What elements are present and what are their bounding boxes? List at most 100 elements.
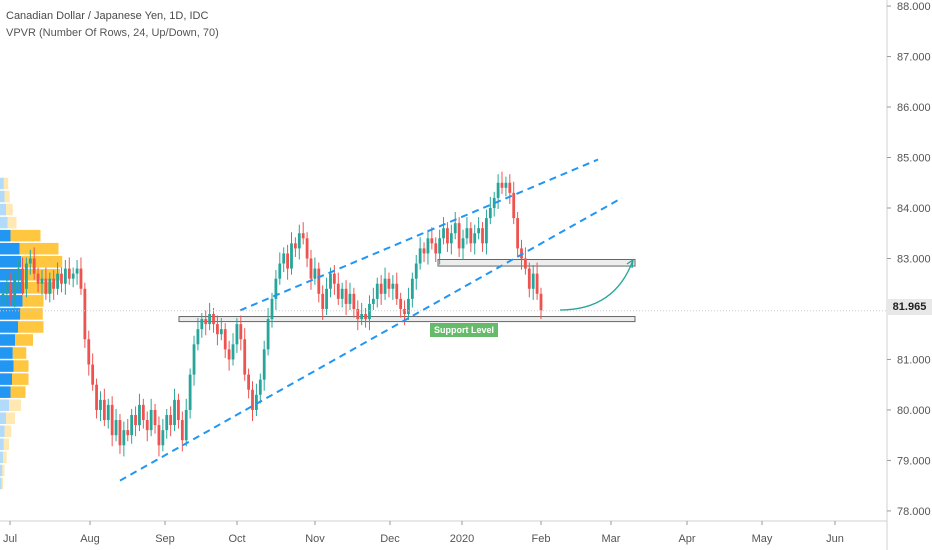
candle-down bbox=[32, 258, 36, 274]
candle-up bbox=[17, 268, 20, 279]
vp-up-bar bbox=[0, 438, 4, 451]
candle-up bbox=[161, 430, 165, 446]
candle-down bbox=[434, 243, 438, 254]
candle-down bbox=[212, 314, 215, 325]
candle-down bbox=[169, 414, 173, 426]
candle-down bbox=[134, 414, 137, 426]
candle-down bbox=[126, 430, 130, 436]
candle-down bbox=[60, 273, 63, 284]
vp-up-bar bbox=[0, 412, 6, 425]
candle-down bbox=[102, 399, 106, 421]
support-level-label: Support Level bbox=[430, 323, 499, 337]
vp-up-bar bbox=[0, 255, 21, 268]
candle-up bbox=[485, 218, 488, 244]
y-tick-label: 81.000 bbox=[897, 354, 931, 366]
candle-down bbox=[305, 238, 309, 259]
candle-down bbox=[293, 243, 297, 249]
chart-title: Canadian Dollar / Japanese Yen, 1D, IDC bbox=[6, 10, 209, 22]
forecast-arrow-icon bbox=[626, 258, 634, 269]
volume-profile bbox=[0, 177, 63, 490]
candle-up bbox=[122, 430, 126, 446]
candle-down bbox=[403, 308, 406, 315]
trendlines bbox=[119, 158, 623, 482]
candle-up bbox=[262, 349, 266, 380]
candle-up bbox=[375, 283, 379, 299]
vp-down-bar bbox=[22, 269, 60, 281]
candle-down bbox=[344, 288, 348, 304]
candle-down bbox=[153, 409, 157, 426]
candle-up bbox=[235, 324, 239, 345]
candle-up bbox=[383, 278, 387, 294]
candle-down bbox=[204, 319, 208, 325]
vp-down-bar bbox=[3, 438, 9, 451]
candle-down bbox=[52, 278, 56, 289]
candle-up bbox=[371, 298, 375, 304]
candle-down bbox=[177, 399, 180, 421]
candle-down bbox=[527, 268, 531, 289]
vp-down-bar bbox=[10, 386, 26, 398]
vp-down-bar bbox=[9, 399, 21, 411]
candle-down bbox=[223, 329, 227, 350]
candle-down bbox=[336, 283, 340, 299]
candle-up bbox=[208, 314, 212, 325]
candle-up bbox=[99, 399, 102, 410]
candle-up bbox=[173, 399, 176, 426]
vp-down-bar bbox=[1, 477, 3, 490]
candle-up bbox=[340, 288, 344, 299]
candle-up bbox=[473, 233, 477, 244]
candle-up bbox=[278, 263, 282, 279]
vp-down-bar bbox=[20, 308, 43, 320]
y-tick-label: 87.000 bbox=[897, 52, 931, 64]
candle-down bbox=[301, 233, 305, 239]
candle-up bbox=[5, 283, 9, 294]
vp-up-bar bbox=[0, 386, 11, 398]
candle-up bbox=[184, 409, 188, 441]
candle-up bbox=[192, 344, 196, 375]
vp-up-bar bbox=[0, 229, 11, 242]
candle-up bbox=[348, 293, 352, 304]
vp-up-bar bbox=[0, 177, 4, 190]
y-tick-label: 78.000 bbox=[897, 506, 931, 518]
candle-down bbox=[422, 248, 426, 254]
vp-up-bar bbox=[0, 464, 3, 477]
candle-up bbox=[438, 238, 442, 254]
vp-up-bar bbox=[0, 399, 9, 411]
x-tick-label: Jun bbox=[826, 533, 844, 545]
candle-up bbox=[477, 228, 481, 234]
candle-down bbox=[535, 273, 539, 294]
candle-up bbox=[274, 278, 278, 299]
candle-up bbox=[48, 278, 52, 294]
indicator-label: VPVR (Number Of Rows, 24, Up/Down, 70) bbox=[6, 27, 219, 39]
candle-down bbox=[321, 293, 325, 309]
candle-down bbox=[110, 404, 114, 436]
candle-up bbox=[231, 344, 235, 360]
candle-down bbox=[317, 268, 321, 294]
lower-trendline bbox=[119, 197, 623, 482]
candle-down bbox=[508, 182, 512, 193]
candle-up bbox=[329, 273, 332, 289]
candle-down bbox=[239, 324, 243, 340]
candle-up bbox=[200, 319, 204, 330]
candle-up bbox=[40, 278, 44, 284]
vp-down-bar bbox=[4, 190, 10, 203]
candle-up bbox=[56, 273, 59, 289]
candle-down bbox=[145, 420, 149, 431]
candle-down bbox=[364, 314, 367, 320]
x-tick-label: Sep bbox=[155, 533, 175, 545]
candle-down bbox=[95, 384, 98, 410]
candle-up bbox=[270, 298, 274, 320]
candle-up bbox=[75, 268, 79, 274]
candle-up bbox=[290, 243, 293, 269]
candle-down bbox=[44, 278, 48, 294]
candle-down bbox=[446, 228, 449, 244]
candle-up bbox=[188, 374, 192, 410]
candle-up bbox=[297, 233, 301, 249]
vp-down-bar bbox=[19, 242, 59, 255]
candle-down bbox=[157, 425, 161, 446]
x-tick-label: Jul bbox=[3, 533, 17, 545]
vp-up-bar bbox=[0, 451, 3, 464]
vp-up-bar bbox=[0, 321, 18, 333]
candle-down bbox=[216, 324, 219, 335]
